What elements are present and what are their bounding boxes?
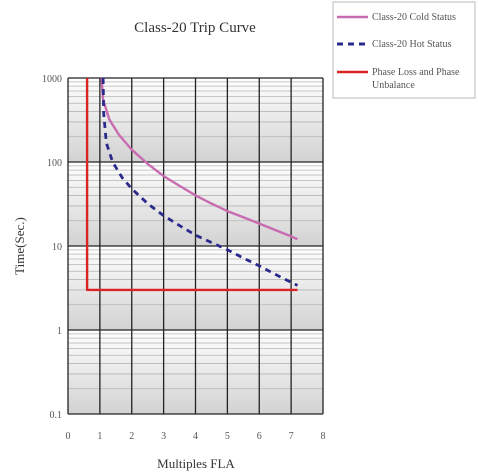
series-cold-status <box>100 77 298 241</box>
y-tick-label: 1000 <box>42 74 62 85</box>
x-tick-labels: 0 1 2 3 4 5 6 7 8 <box>66 431 326 442</box>
y-axis-label: Time(Sec.) <box>12 217 27 275</box>
x-tick-label: 1 <box>97 431 102 442</box>
x-tick-label: 7 <box>289 431 294 442</box>
x-tick-label: 2 <box>129 431 134 442</box>
x-tick-label: 3 <box>161 431 166 442</box>
major-gridlines <box>67 77 324 415</box>
series-layer <box>85 77 299 292</box>
x-tick-label: 6 <box>257 431 262 442</box>
y-tick-label: 1 <box>57 326 62 337</box>
x-tick-label: 4 <box>193 431 198 442</box>
y-tick-label: 0.1 <box>50 410 63 421</box>
y-tick-label: 100 <box>47 158 62 169</box>
series-phase-loss <box>85 78 298 292</box>
chart-title: Class-20 Trip Curve <box>134 20 256 36</box>
legend-label-cold: Class-20 Cold Status <box>372 12 456 23</box>
legend-label-phase: Phase Loss and Phase Unbalance <box>372 67 462 91</box>
x-tick-label: 5 <box>225 431 230 442</box>
y-tick-label: 10 <box>52 242 62 253</box>
x-axis-label: Multiples FLA <box>157 456 235 471</box>
x-tick-label: 8 <box>321 431 326 442</box>
legend-label-hot: Class-20 Hot Status <box>372 39 452 50</box>
legend: Class-20 Cold Status Class-20 Hot Status… <box>332 1 476 99</box>
series-hot-status <box>101 77 299 287</box>
y-tick-labels: 0.1 1 10 100 1000 <box>42 74 62 421</box>
x-tick-label: 0 <box>66 431 71 442</box>
